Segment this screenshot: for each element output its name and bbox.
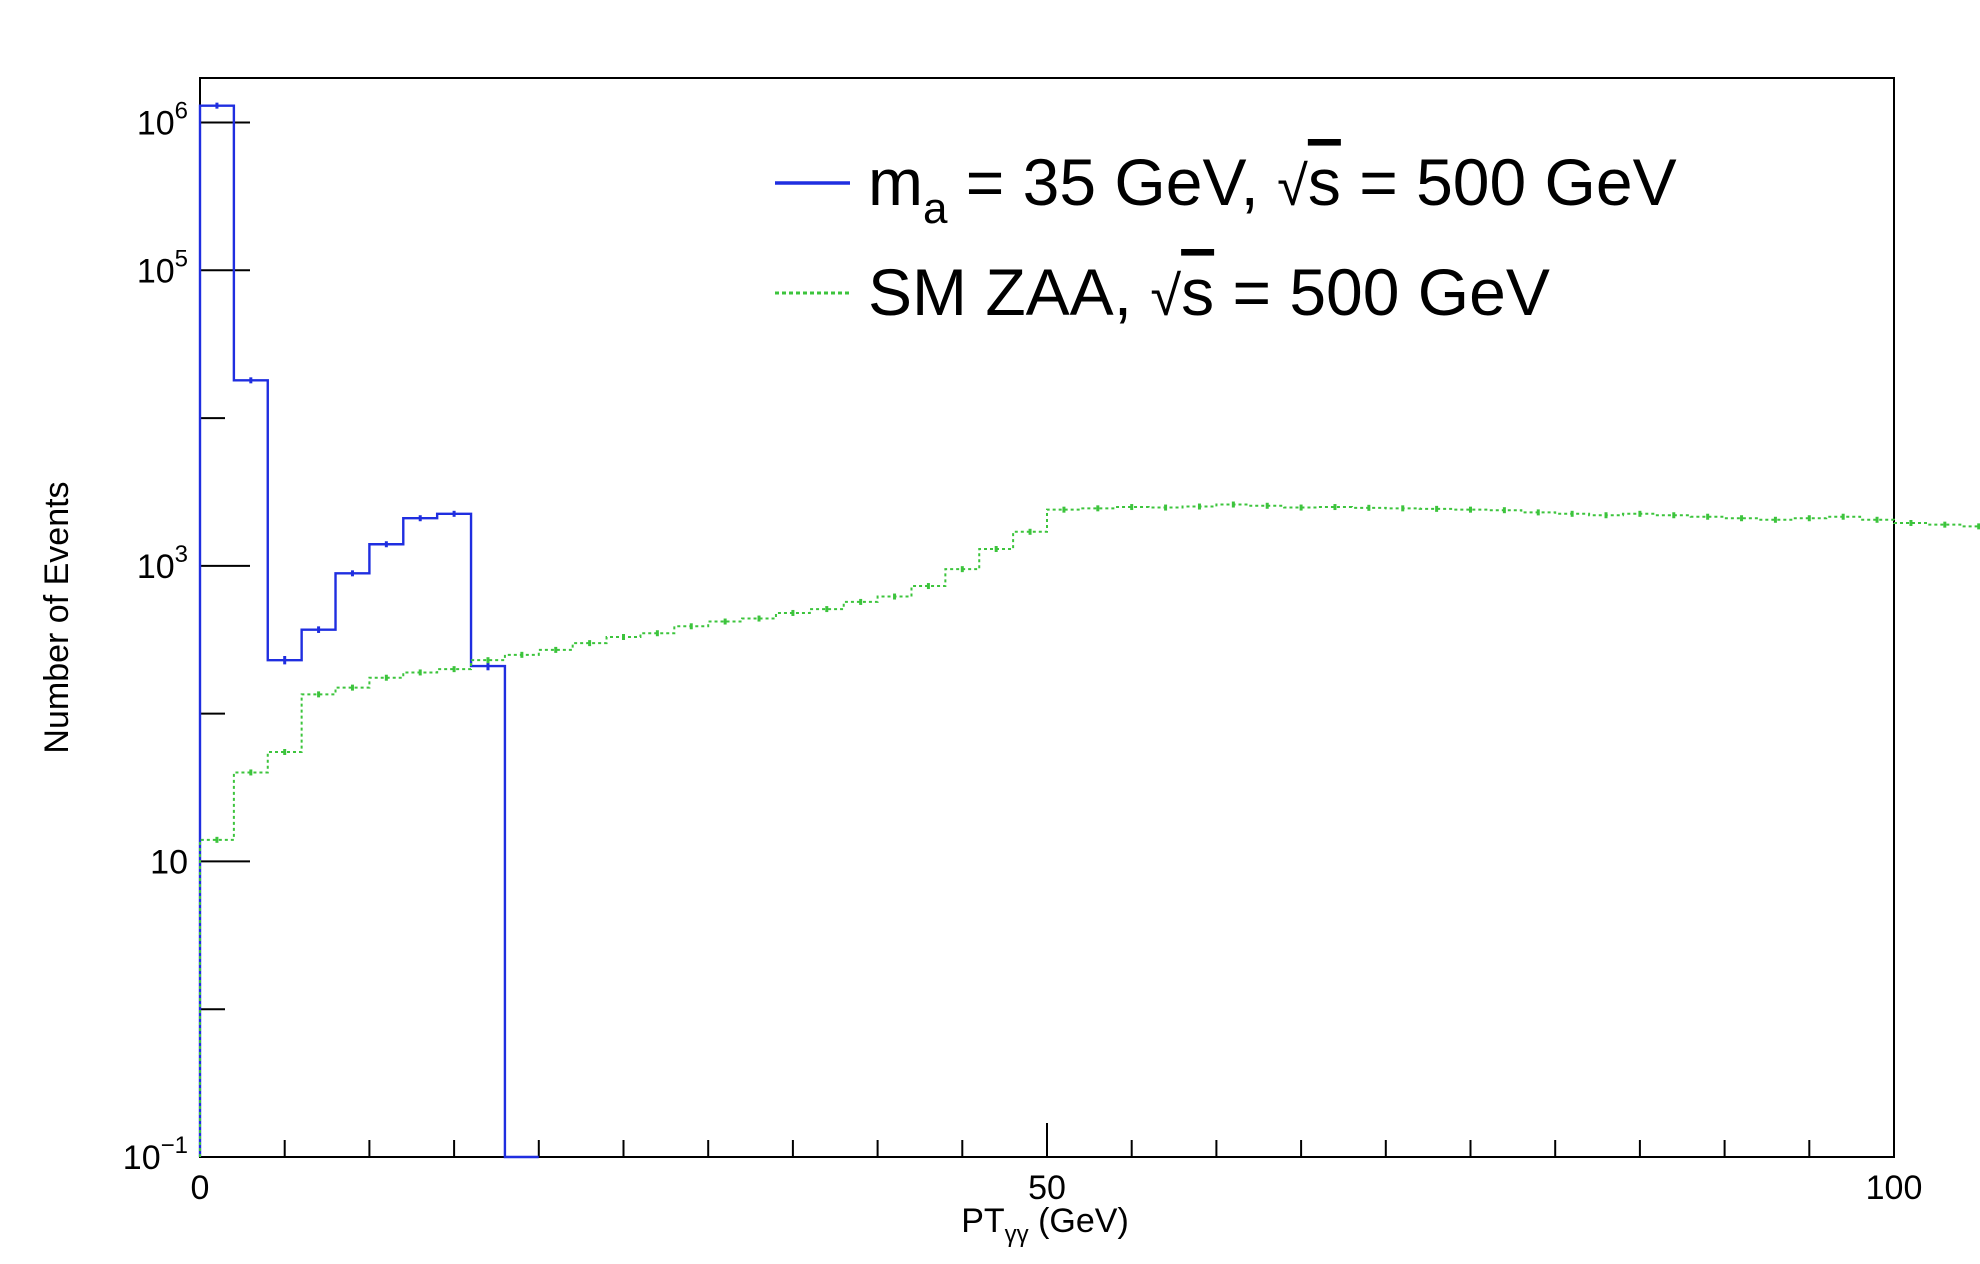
y-tick-label: 10−1	[123, 1132, 188, 1177]
axis-ticks	[199, 121, 1895, 1158]
legend-entry-signal: ma = 35 GeV, √s = 500 GeV	[775, 145, 1677, 233]
legend-signal-post: = 35 GeV,	[947, 145, 1277, 219]
legend-signal-sqrt: √	[1277, 154, 1308, 217]
legend-signal-pre: m	[868, 145, 923, 219]
plot-frame	[199, 77, 1895, 1158]
x-tick-label: 100	[1866, 1169, 1923, 1207]
legend: ma = 35 GeV, √s = 500 GeV SM ZAA, √s = 5…	[775, 145, 1677, 329]
y-tick-base: 10	[123, 1139, 161, 1177]
y-tick-exponent: 6	[175, 97, 188, 124]
y-tick-base: 10	[137, 104, 175, 142]
series-group	[198, 102, 1980, 1159]
y-tick-label: 10	[150, 843, 188, 881]
y-tick-base: 10	[137, 548, 175, 586]
y-tick-label: 103	[137, 541, 188, 586]
legend-entry-background: SM ZAA, √s = 500 GeV	[775, 255, 1550, 329]
y-axis-title: Number of Events	[38, 481, 76, 753]
y-tick-exponent: 3	[175, 541, 188, 568]
legend-background-sqrt-arg: s	[1181, 255, 1214, 329]
series-line-signal	[198, 104, 539, 1159]
legend-background-pre: SM ZAA,	[868, 255, 1150, 329]
y-tick-label: 105	[137, 245, 188, 290]
legend-signal-sqrt-arg: s	[1308, 145, 1341, 219]
y-tick-base: 10	[150, 843, 188, 881]
legend-background-tail: = 500 GeV	[1214, 255, 1550, 329]
y-tick-exponent: 5	[175, 245, 188, 272]
series-line-background	[199, 503, 1980, 1157]
plot-border	[199, 77, 1895, 1158]
x-tick-label: 50	[1028, 1169, 1066, 1207]
legend-background-sqrt: √	[1150, 264, 1181, 327]
legend-label-background: SM ZAA, √s = 500 GeV	[868, 255, 1550, 329]
x-axis-title-sub: γγ	[1005, 1221, 1029, 1248]
x-tick-label: 0	[191, 1169, 210, 1207]
y-tick-base: 10	[137, 252, 175, 290]
y-tick-exponent: −1	[161, 1132, 188, 1159]
legend-label-signal: ma = 35 GeV, √s = 500 GeV	[868, 145, 1677, 233]
x-axis-title-unit: (GeV)	[1029, 1202, 1129, 1240]
y-tick-label: 106	[137, 97, 188, 142]
legend-signal-sub: a	[923, 184, 948, 233]
x-axis-tick-labels: 0 50 100	[191, 1169, 1923, 1207]
legend-signal-tail: = 500 GeV	[1341, 145, 1677, 219]
x-axis-title: PTγγ (GeV)	[961, 1202, 1129, 1248]
x-axis-title-main: PT	[961, 1202, 1004, 1240]
